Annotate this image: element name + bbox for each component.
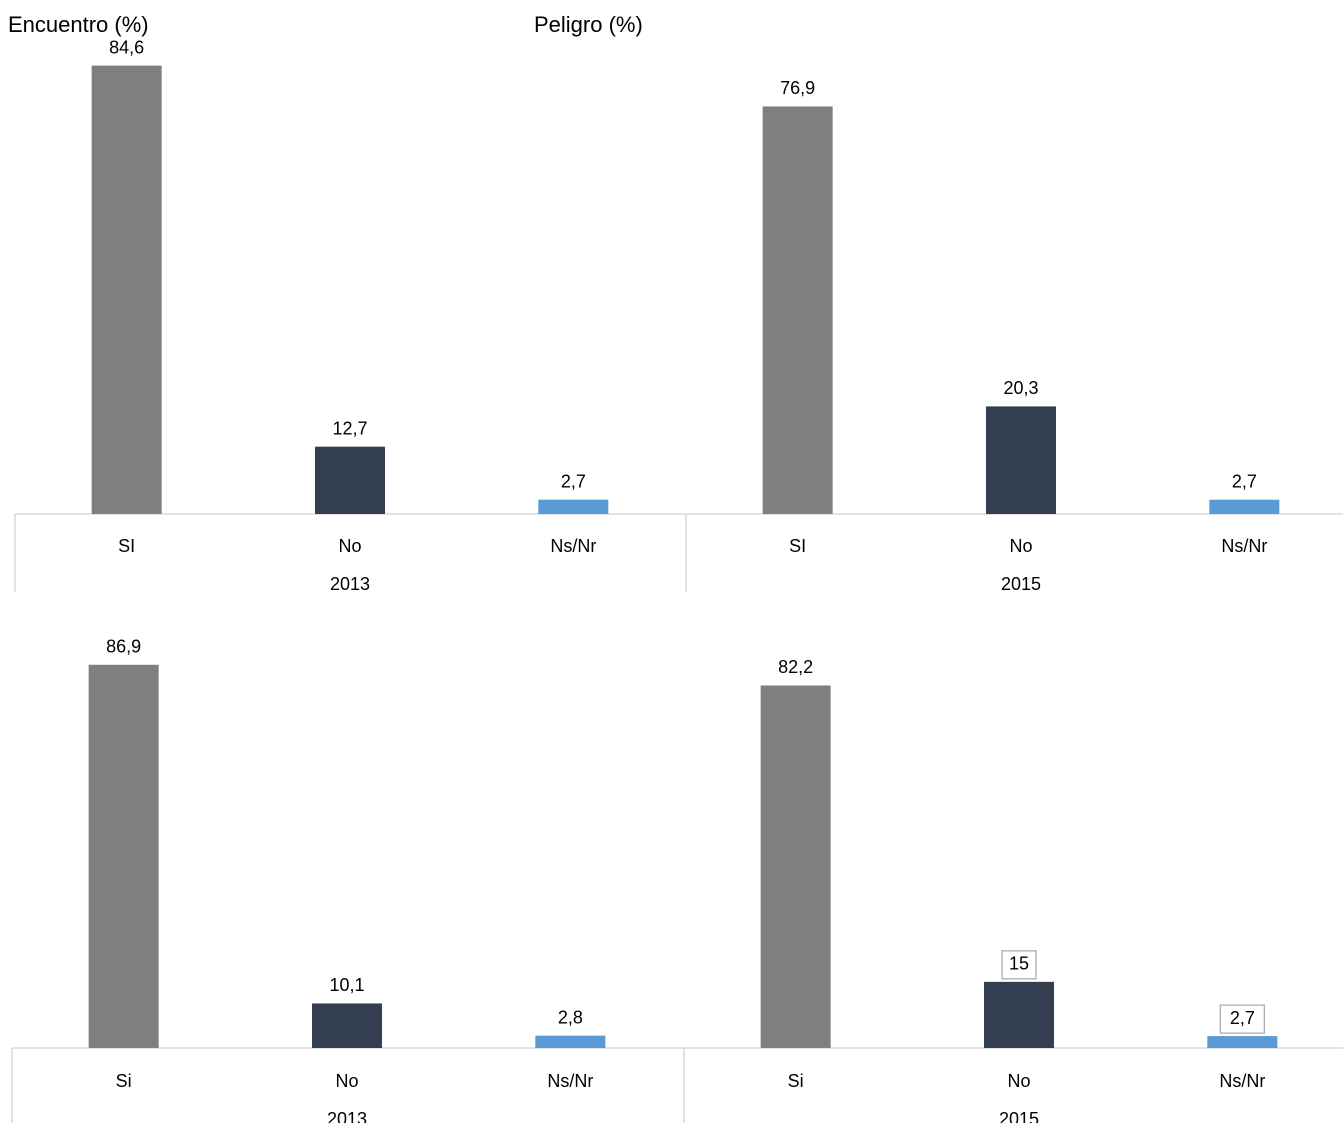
chart-title-peligro: Peligro (%): [534, 12, 643, 37]
bar-no: [986, 406, 1056, 514]
category-tick-label: SI: [789, 536, 806, 556]
data-label: 10,1: [329, 975, 364, 995]
category-tick-label: No: [1007, 1071, 1030, 1091]
data-label-box: [1219, 1004, 1265, 1034]
bar-si: [91, 65, 162, 515]
category-tick-label: Ns/Nr: [547, 1071, 593, 1091]
category-tick-label: Si: [116, 1071, 132, 1091]
group-tick-label: 2013: [327, 1109, 367, 1123]
bar-no: [984, 981, 1054, 1048]
category-tick-label: No: [1009, 536, 1032, 556]
bar-si: [762, 106, 833, 515]
group-tick-label: 2013: [330, 574, 370, 594]
data-label: 2,8: [558, 1007, 583, 1027]
chart-title-encuentro: Encuentro (%): [8, 12, 149, 37]
data-label: 2,7: [1230, 1008, 1255, 1028]
bar-ns-nr: [1207, 1036, 1278, 1048]
bar-ns-nr: [1209, 499, 1280, 514]
bar-si: [760, 685, 831, 1048]
category-tick-label: No: [338, 536, 361, 556]
data-label-box: [1001, 950, 1037, 980]
category-tick-label: Si: [788, 1071, 804, 1091]
category-tick-label: No: [335, 1071, 358, 1091]
data-label: 86,9: [106, 637, 141, 657]
category-tick-label: Ns/Nr: [1219, 1071, 1265, 1091]
data-label: 12,7: [332, 418, 367, 438]
bar-ns-nr: [538, 499, 609, 514]
group-tick-label: 2015: [1001, 574, 1041, 594]
category-tick-label: SI: [118, 536, 135, 556]
group-tick-label: 2015: [999, 1109, 1039, 1123]
data-label: 2,7: [561, 471, 586, 491]
data-label: 84,6: [109, 37, 144, 57]
data-label: 82,2: [778, 657, 813, 677]
category-tick-label: Ns/Nr: [1221, 536, 1267, 556]
bar-si: [88, 664, 159, 1048]
bar-no: [315, 446, 385, 514]
data-label: 20,3: [1003, 378, 1038, 398]
data-label: 76,9: [780, 78, 815, 98]
category-tick-label: Ns/Nr: [550, 536, 596, 556]
data-label: 2,7: [1232, 471, 1257, 491]
bar-no: [312, 1003, 382, 1048]
bar-ns-nr: [535, 1035, 606, 1048]
data-label: 15: [1009, 954, 1029, 974]
